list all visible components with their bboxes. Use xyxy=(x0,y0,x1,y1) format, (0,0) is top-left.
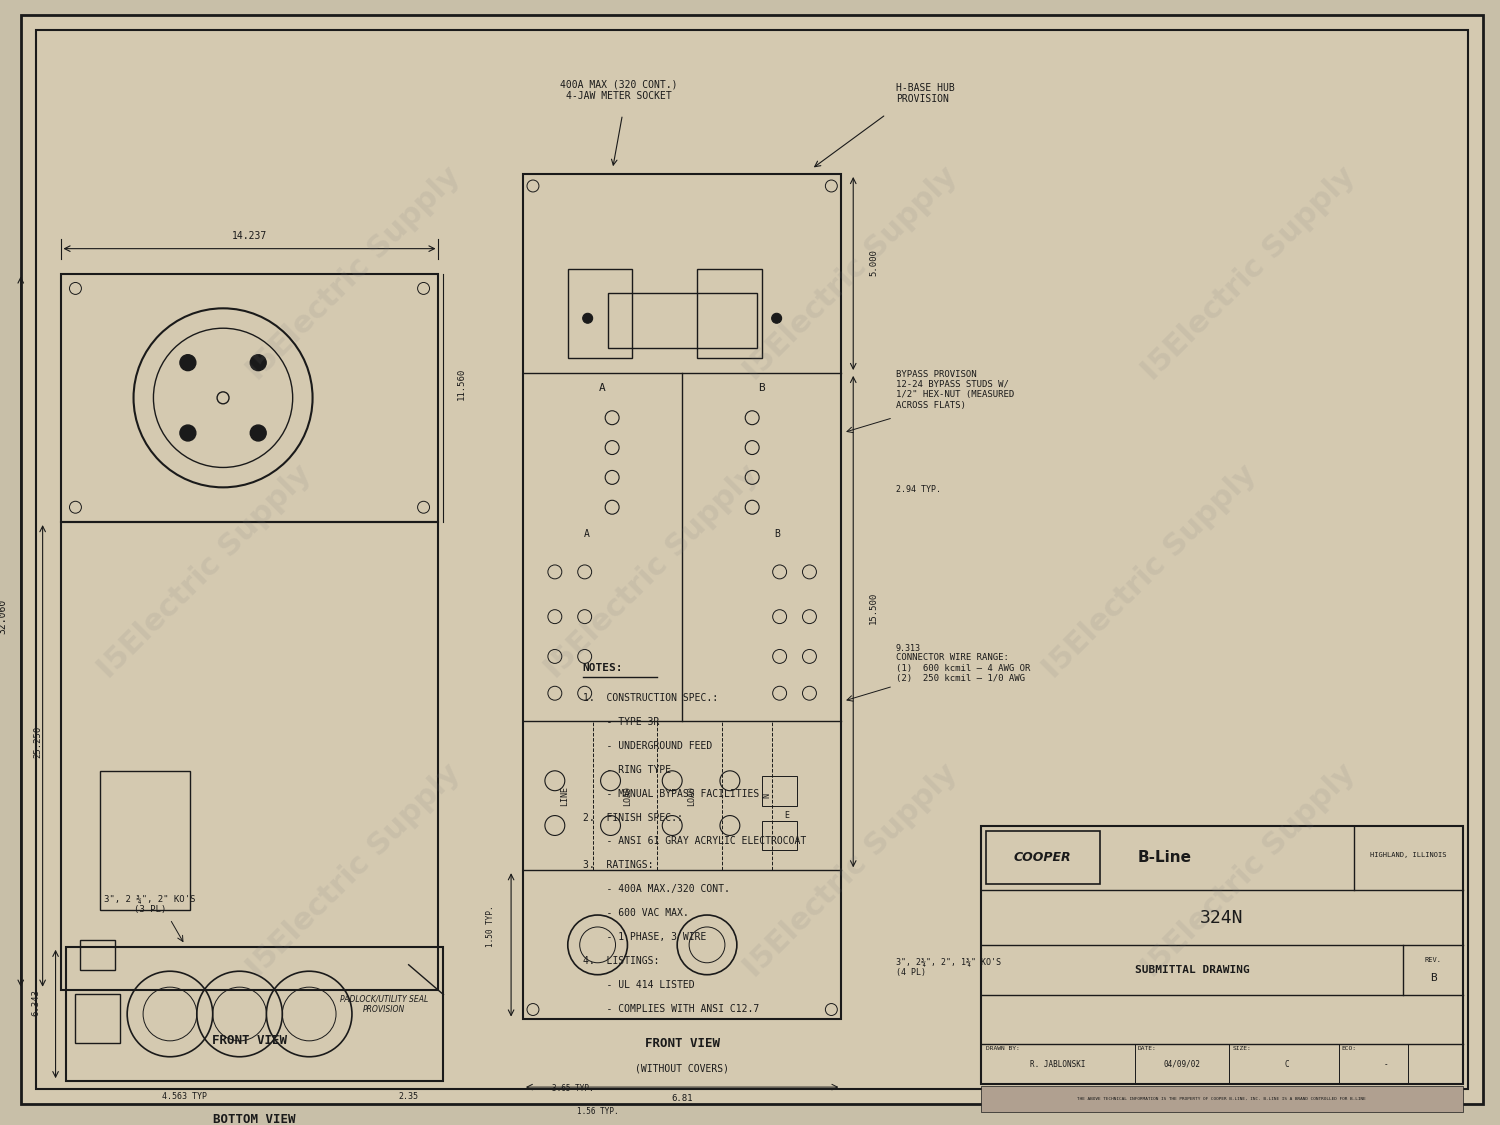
Text: 4.  LISTINGS:: 4. LISTINGS: xyxy=(582,956,658,965)
Bar xyxy=(66,947,444,1081)
Text: I5Electric Supply: I5Electric Supply xyxy=(740,758,963,982)
Text: 3", 2 ¾", 2" KO'S
(3 PL): 3", 2 ¾", 2" KO'S (3 PL) xyxy=(105,894,195,914)
Text: - TYPE 3R: - TYPE 3R xyxy=(582,717,658,727)
Text: N: N xyxy=(762,793,771,798)
Text: E: E xyxy=(784,811,789,820)
Text: -: - xyxy=(1384,1060,1389,1069)
Text: H-BASE HUB
PROVISION: H-BASE HUB PROVISION xyxy=(896,83,954,105)
Text: DATE:: DATE: xyxy=(1137,1046,1156,1052)
Bar xyxy=(762,820,796,850)
Text: I5Electric Supply: I5Electric Supply xyxy=(1137,758,1362,982)
Text: I5Electric Supply: I5Electric Supply xyxy=(242,758,466,982)
Text: REV.: REV. xyxy=(1425,956,1442,963)
Bar xyxy=(75,993,120,1043)
Text: HIGHLAND, ILLINOIS: HIGHLAND, ILLINOIS xyxy=(1370,853,1446,858)
Text: B: B xyxy=(774,529,780,539)
Text: ECO:: ECO: xyxy=(1341,1046,1356,1052)
Text: I5Electric Supply: I5Electric Supply xyxy=(242,161,466,386)
Text: I5Electric Supply: I5Electric Supply xyxy=(740,161,963,386)
Text: A: A xyxy=(584,529,590,539)
Text: B: B xyxy=(759,382,765,393)
Text: BOTTOM VIEW: BOTTOM VIEW xyxy=(213,1113,296,1125)
Bar xyxy=(81,939,116,970)
Bar xyxy=(100,771,190,910)
Text: 3.65 TYP.: 3.65 TYP. xyxy=(552,1084,594,1094)
Text: I5Electric Supply: I5Electric Supply xyxy=(1137,161,1362,386)
Text: NOTES:: NOTES: xyxy=(582,664,622,674)
Bar xyxy=(981,826,1462,1084)
Text: LOAD: LOAD xyxy=(622,785,632,806)
Text: 1.  CONSTRUCTION SPEC.:: 1. CONSTRUCTION SPEC.: xyxy=(582,693,718,703)
Text: B-Line: B-Line xyxy=(1137,850,1191,865)
Text: 4.563 TYP: 4.563 TYP xyxy=(162,1092,207,1101)
Bar xyxy=(698,269,762,358)
Text: - 1 PHASE, 3 WIRE: - 1 PHASE, 3 WIRE xyxy=(582,932,706,942)
Text: 11.560: 11.560 xyxy=(456,368,465,399)
Text: FRONT VIEW: FRONT VIEW xyxy=(645,1037,720,1051)
Text: - RING TYPE: - RING TYPE xyxy=(582,765,670,775)
Circle shape xyxy=(251,354,266,370)
Bar xyxy=(568,269,633,358)
Bar xyxy=(981,1086,1462,1112)
Circle shape xyxy=(582,313,592,323)
Text: - COMPLIES WITH ANSI C12.7: - COMPLIES WITH ANSI C12.7 xyxy=(582,1004,759,1014)
Bar xyxy=(608,294,758,348)
Circle shape xyxy=(771,313,782,323)
Text: R. JABLONSKI: R. JABLONSKI xyxy=(1030,1060,1086,1069)
Text: 1.56 TYP.: 1.56 TYP. xyxy=(578,1107,618,1116)
Text: C: C xyxy=(1284,1060,1288,1069)
Text: A: A xyxy=(598,382,606,393)
Text: - MANUAL BYPASS FACILITIES: - MANUAL BYPASS FACILITIES xyxy=(582,789,759,799)
Text: THE ABOVE TECHNICAL INFORMATION IS THE PROPERTY OF COOPER B-LINE, INC. B-LINE IS: THE ABOVE TECHNICAL INFORMATION IS THE P… xyxy=(1077,1097,1366,1101)
Text: 9.313: 9.313 xyxy=(896,645,921,654)
Text: 3", 2¾", 2", 1¾" KO'S
(4 PL): 3", 2¾", 2", 1¾" KO'S (4 PL) xyxy=(896,957,1001,976)
Bar xyxy=(524,174,842,1019)
Text: 1.50 TYP.: 1.50 TYP. xyxy=(486,906,495,947)
Text: I5Electric Supply: I5Electric Supply xyxy=(93,459,316,684)
Text: I5Electric Supply: I5Electric Supply xyxy=(1038,459,1262,684)
Text: 25.250: 25.250 xyxy=(33,726,42,758)
Text: - 600 VAC MAX.: - 600 VAC MAX. xyxy=(582,908,688,918)
Text: SIZE:: SIZE: xyxy=(1232,1046,1251,1052)
Text: - UNDERGROUND FEED: - UNDERGROUND FEED xyxy=(582,741,712,750)
Text: LINE: LINE xyxy=(561,785,570,806)
Text: (WITHOUT COVERS): (WITHOUT COVERS) xyxy=(634,1063,729,1073)
Text: 6.81: 6.81 xyxy=(672,1094,693,1102)
Text: 04/09/02: 04/09/02 xyxy=(1164,1060,1202,1069)
Text: 400A MAX (320 CONT.)
4-JAW METER SOCKET: 400A MAX (320 CONT.) 4-JAW METER SOCKET xyxy=(560,80,678,101)
Circle shape xyxy=(180,425,196,441)
Circle shape xyxy=(180,354,196,370)
Text: BYPASS PROVISON
12-24 BYPASS STUDS W/
1/2" HEX-NUT (MEASURED
ACROSS FLATS): BYPASS PROVISON 12-24 BYPASS STUDS W/ 1/… xyxy=(896,370,1014,410)
Text: COOPER: COOPER xyxy=(1014,852,1071,864)
Text: 14.237: 14.237 xyxy=(232,231,267,241)
Text: CONNECTOR WIRE RANGE:
(1)  600 kcmil – 4 AWG OR
(2)  250 kcmil – 1/0 AWG: CONNECTOR WIRE RANGE: (1) 600 kcmil – 4 … xyxy=(896,654,1030,683)
Text: SUBMITTAL DRAWING: SUBMITTAL DRAWING xyxy=(1134,965,1250,974)
Text: DRAWN BY:: DRAWN BY: xyxy=(986,1046,1020,1052)
Text: 6.343: 6.343 xyxy=(32,989,40,1016)
Text: 15.500: 15.500 xyxy=(868,592,877,623)
Text: FRONT VIEW: FRONT VIEW xyxy=(211,1034,286,1047)
Text: LOAD: LOAD xyxy=(687,785,696,806)
Text: B: B xyxy=(1430,973,1437,982)
Text: - ANSI 61 GRAY ACRYLIC ELECTROCOAT: - ANSI 61 GRAY ACRYLIC ELECTROCOAT xyxy=(582,836,806,846)
Text: 2.  FINISH SPEC.:: 2. FINISH SPEC.: xyxy=(582,812,682,822)
Circle shape xyxy=(251,425,266,441)
Text: 3.  RATINGS:: 3. RATINGS: xyxy=(582,861,652,871)
Text: 32.060: 32.060 xyxy=(0,598,8,633)
Bar xyxy=(986,831,1100,884)
Bar xyxy=(762,776,796,805)
Text: - UL 414 LISTED: - UL 414 LISTED xyxy=(582,980,694,990)
Bar xyxy=(60,273,438,522)
Bar xyxy=(60,522,438,990)
Text: 2.35: 2.35 xyxy=(399,1092,418,1101)
Text: 5.000: 5.000 xyxy=(868,249,877,276)
Text: 2.94 TYP.: 2.94 TYP. xyxy=(896,485,940,494)
Text: I5Electric Supply: I5Electric Supply xyxy=(540,459,765,684)
Text: 324N: 324N xyxy=(1200,909,1243,927)
Text: PADLOCK/UTILITY SEAL
PROVISION: PADLOCK/UTILITY SEAL PROVISION xyxy=(339,994,427,1014)
Text: - 400A MAX./320 CONT.: - 400A MAX./320 CONT. xyxy=(582,884,729,894)
